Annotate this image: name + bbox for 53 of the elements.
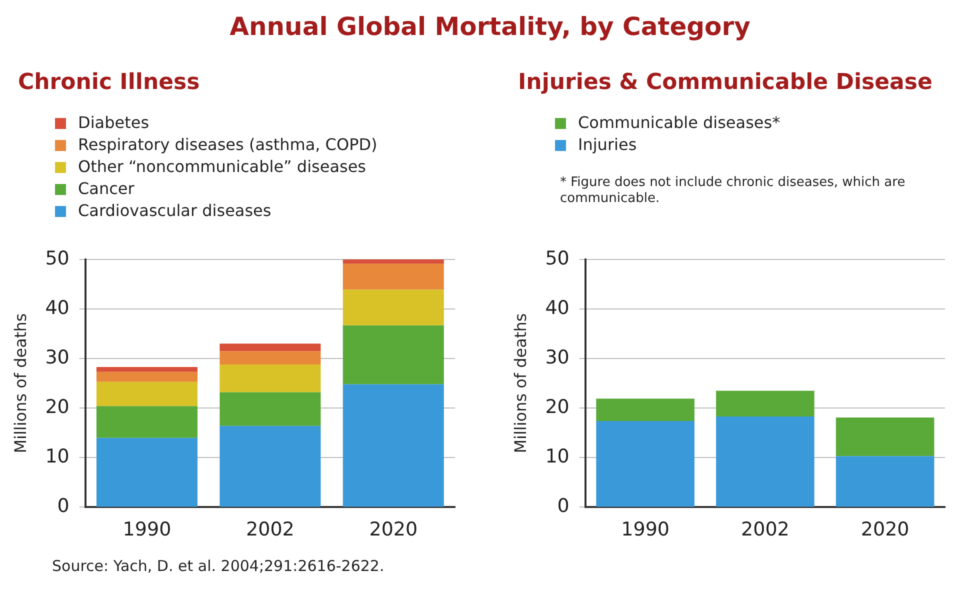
y-tick-label: 20	[545, 396, 570, 418]
source-note: Source: Yach, D. et al. 2004;291:2616-2622.	[52, 557, 386, 575]
bar	[96, 382, 198, 406]
x-tick-label: 1990	[621, 518, 670, 541]
x-tick-label: 2002	[741, 518, 790, 541]
legend-label: Diabetes	[78, 113, 150, 132]
chart-title: Annual Global Mortality, by Category	[228, 12, 752, 41]
y-axis-title: Millions of deaths	[510, 313, 530, 454]
y-tick-label: 50	[45, 247, 70, 270]
y-tick-label: 40	[45, 296, 70, 319]
y-tick-label: 10	[545, 446, 570, 468]
chart-title: Injuries & Communicable Disease	[518, 70, 932, 95]
legend-label: Respiratory diseases (asthma, COPD)	[78, 135, 378, 154]
bar	[342, 290, 444, 326]
y-tick-label: 50	[545, 247, 570, 270]
bar	[342, 384, 444, 507]
legend-label: Communicable diseases*	[578, 113, 780, 132]
legend-label: Cardiovascular diseases	[78, 201, 272, 220]
bar	[342, 325, 444, 384]
bar	[836, 417, 934, 456]
bar	[596, 398, 694, 421]
y-tick-label: 40	[545, 296, 570, 319]
bar	[342, 259, 444, 264]
legend-label: Injuries	[578, 135, 637, 154]
y-tick-label: 20	[45, 396, 70, 418]
y-tick-label: 0	[57, 495, 70, 518]
x-tick-label: 1990	[122, 518, 172, 541]
bar	[96, 366, 198, 372]
legend-label: Other “noncommunicable” diseases	[78, 157, 366, 176]
bar	[220, 426, 321, 507]
bar	[220, 392, 321, 426]
bar	[220, 344, 321, 352]
bar	[716, 416, 814, 507]
x-tick-label: 2020	[860, 518, 910, 541]
text: * Figure does not include chronic diseases, which are communicable.	[560, 175, 906, 207]
bar	[836, 456, 934, 507]
y-tick-label: 0	[557, 495, 570, 518]
chart-subtitle: Chronic Illness	[18, 70, 200, 95]
bar	[342, 264, 444, 290]
y-tick-label: 10	[45, 446, 70, 468]
legend-label: Cancer	[78, 179, 134, 198]
y-axis-title: Millions of deaths	[10, 313, 30, 454]
bar	[96, 406, 198, 438]
bar	[96, 438, 198, 507]
bar	[596, 420, 694, 507]
x-tick-label: 2020	[369, 518, 418, 541]
x-tick-label: 2002	[246, 518, 294, 541]
bar	[220, 351, 321, 364]
bar	[716, 390, 814, 417]
bar	[96, 372, 198, 382]
bar	[220, 364, 321, 392]
y-tick-label: 30	[545, 346, 570, 368]
y-tick-label: 30	[45, 346, 70, 368]
